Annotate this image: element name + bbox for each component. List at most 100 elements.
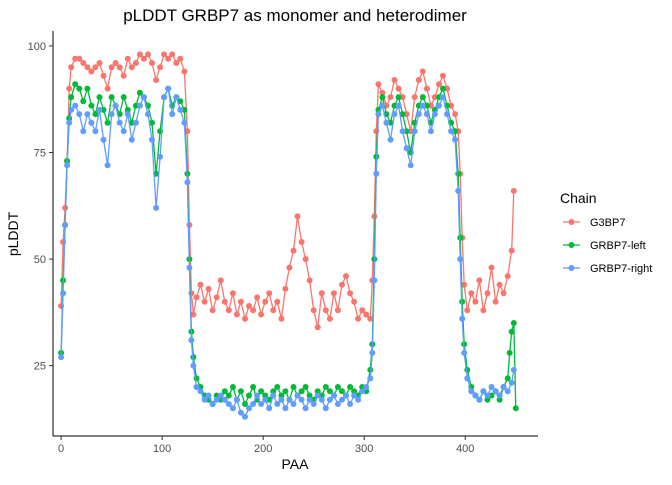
x-tick-label: 0	[58, 443, 64, 455]
data-point	[145, 51, 151, 58]
data-point	[464, 307, 471, 314]
data-point	[436, 81, 442, 88]
data-point	[96, 94, 103, 101]
data-point	[173, 94, 180, 101]
data-point	[237, 409, 244, 416]
data-point	[468, 290, 475, 297]
data-point	[500, 384, 507, 390]
data-point	[181, 119, 188, 126]
data-point	[201, 396, 208, 403]
data-point	[140, 55, 147, 62]
data-point	[351, 298, 358, 305]
data-point	[188, 290, 195, 297]
data-point	[233, 311, 240, 318]
y-axis-label: pLDDT	[5, 211, 21, 256]
data-point	[250, 401, 257, 407]
data-point	[258, 401, 265, 407]
data-point	[455, 187, 462, 194]
data-point	[419, 68, 426, 75]
data-point	[76, 55, 83, 62]
data-point	[112, 60, 119, 66]
data-point	[128, 136, 135, 143]
data-point	[76, 85, 83, 92]
data-point	[153, 77, 160, 83]
data-point	[347, 401, 354, 407]
data-point	[246, 405, 252, 412]
data-point	[225, 392, 232, 399]
data-point	[108, 94, 115, 101]
data-point	[229, 405, 236, 412]
data-point	[80, 60, 87, 66]
x-tick-label: 200	[254, 443, 272, 455]
data-point	[233, 396, 240, 403]
data-point	[504, 273, 511, 280]
data-point	[351, 392, 358, 399]
data-point	[369, 349, 376, 356]
data-point	[177, 55, 184, 62]
data-point	[157, 153, 164, 160]
data-point	[298, 388, 305, 395]
data-point	[496, 281, 503, 288]
data-point	[190, 311, 197, 318]
data-point	[242, 413, 248, 420]
data-point	[278, 392, 285, 399]
data-point	[512, 405, 519, 412]
data-point	[371, 277, 378, 284]
data-point	[217, 392, 224, 399]
data-point	[371, 213, 378, 220]
data-point	[367, 366, 374, 373]
data-point	[221, 388, 228, 395]
data-point	[149, 136, 155, 143]
data-point	[500, 290, 507, 297]
data-point	[448, 128, 455, 135]
data-point	[464, 375, 471, 382]
data-point	[334, 401, 341, 407]
x-axis-label: PAA	[282, 456, 310, 472]
data-point	[355, 396, 362, 403]
data-point	[306, 277, 313, 284]
data-point	[108, 64, 115, 71]
series-line	[60, 83, 517, 409]
data-point	[290, 247, 297, 254]
data-point	[322, 307, 329, 314]
data-point	[298, 239, 305, 245]
data-point	[132, 119, 139, 126]
data-point	[387, 94, 394, 101]
data-point	[407, 162, 414, 169]
data-point	[246, 303, 252, 309]
data-point	[476, 277, 483, 284]
data-point	[391, 102, 398, 109]
data-point	[72, 81, 79, 88]
data-point	[254, 392, 261, 399]
data-point	[457, 256, 464, 263]
data-point	[173, 60, 180, 66]
data-point	[229, 384, 236, 390]
data-point	[508, 379, 515, 386]
data-point	[225, 307, 232, 314]
data-point	[258, 311, 265, 318]
legend: Chain G3BP7 GRBP7-left GRBP7-right	[560, 190, 652, 275]
data-point	[496, 396, 503, 403]
data-point	[149, 119, 155, 126]
data-point	[124, 106, 131, 113]
y-tick-label: 25	[34, 361, 46, 373]
data-point	[411, 94, 418, 101]
data-point	[80, 128, 87, 135]
data-point	[326, 388, 333, 395]
data-point	[72, 55, 79, 62]
data-point	[391, 77, 398, 83]
data-point	[395, 102, 402, 109]
legend-item-g3bp7: G3BP7	[563, 217, 625, 229]
data-point	[88, 119, 95, 126]
legend-label: GRBP7-left	[590, 240, 646, 252]
data-point	[391, 111, 398, 118]
data-point	[193, 294, 200, 301]
data-point	[318, 396, 325, 403]
data-point	[322, 384, 329, 390]
data-point	[140, 94, 147, 101]
data-point	[104, 119, 111, 126]
data-point	[496, 392, 503, 399]
legend-item-grbp7-right: GRBP7-right	[563, 263, 652, 275]
data-point	[132, 60, 139, 66]
